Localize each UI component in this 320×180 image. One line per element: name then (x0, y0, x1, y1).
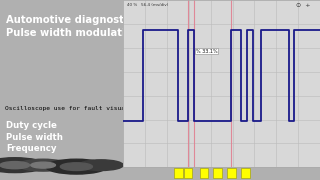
FancyBboxPatch shape (174, 168, 183, 178)
Circle shape (19, 159, 68, 171)
Text: Automotive diagnostics on
Pulse width modulation: Automotive diagnostics on Pulse width mo… (6, 15, 157, 38)
Circle shape (0, 162, 29, 169)
Text: Frequency: Frequency (6, 144, 57, 153)
Circle shape (60, 163, 92, 170)
FancyBboxPatch shape (241, 168, 250, 178)
Circle shape (31, 162, 55, 168)
FancyBboxPatch shape (227, 168, 236, 178)
Text: Pulse width: Pulse width (6, 132, 63, 141)
FancyBboxPatch shape (213, 168, 222, 178)
Circle shape (79, 160, 123, 170)
Text: Oscilloscope use for fault visualize: Oscilloscope use for fault visualize (5, 106, 140, 111)
Text: 40 %   56.4 (ms/div): 40 % 56.4 (ms/div) (127, 3, 169, 7)
Text: Duty cycle: Duty cycle (6, 121, 57, 130)
FancyBboxPatch shape (200, 168, 208, 178)
Circle shape (0, 158, 45, 173)
Text: % 33.1%: % 33.1% (196, 49, 218, 54)
Circle shape (45, 159, 107, 174)
Text: ⊙  +: ⊙ + (296, 3, 311, 8)
FancyBboxPatch shape (184, 168, 192, 178)
